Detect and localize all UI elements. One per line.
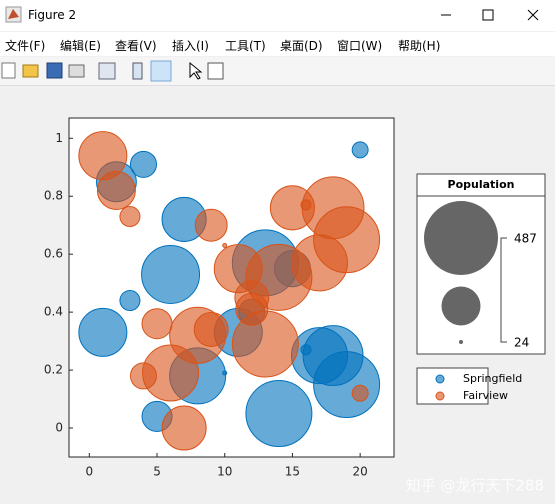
- size-legend-title: Population: [448, 178, 515, 191]
- chart: Population 0 5 10 15 20 0 0.2 0.4 0.6 0.8 1 487 24 Sp…: [44, 117, 546, 495]
- bubble: [141, 308, 173, 340]
- select-button[interactable]: [189, 61, 203, 80]
- bubble: [141, 244, 201, 304]
- bubble: [351, 141, 369, 159]
- close[interactable]: [527, 9, 539, 21]
- window-title: Figure 2: [28, 8, 77, 22]
- bubble: [300, 344, 312, 356]
- x-tick-label: 0: [85, 465, 93, 479]
- bubble: [231, 310, 299, 378]
- save-button[interactable]: [46, 62, 63, 79]
- x-tick-label: 15: [285, 465, 300, 479]
- open-button[interactable]: [22, 64, 39, 78]
- x-tick-label: 20: [353, 465, 368, 479]
- new-button[interactable]: [1, 62, 16, 79]
- axes-box: [68, 117, 395, 458]
- bubble: [129, 150, 158, 178]
- size-legend-bubble-mid: [441, 286, 481, 326]
- app-icon-shape: [8, 9, 19, 19]
- bubble: [119, 205, 141, 228]
- menu-item[interactable]: 插入(I): [172, 39, 209, 53]
- bubble: [161, 405, 207, 451]
- bubble: [222, 370, 228, 376]
- legend-marker: [435, 391, 445, 401]
- x-tick-label: 5: [153, 465, 161, 479]
- y-tick-label: 1: [55, 131, 63, 145]
- menu-item[interactable]: 窗口(W): [337, 39, 383, 53]
- toolbar-icons: [1, 60, 224, 82]
- bubble: [119, 290, 141, 312]
- y-tick-label: 0.2: [44, 363, 63, 377]
- bubble: [129, 362, 158, 390]
- property-button[interactable]: [207, 62, 224, 80]
- bubble: [194, 208, 228, 242]
- bubble: [222, 242, 228, 248]
- size-legend-bracket: [500, 237, 507, 343]
- legend-label: Springfield: [463, 372, 522, 385]
- menu-item[interactable]: 工具(T): [225, 39, 266, 53]
- bubble: [300, 199, 312, 211]
- legend-box: [416, 367, 489, 405]
- legend-label: Fairview: [463, 389, 508, 402]
- legend-marker: [435, 374, 445, 384]
- watermark: 知乎 @龙行天下288: [406, 477, 544, 495]
- bubble: [78, 307, 128, 357]
- y-tick-label: 0.6: [44, 247, 63, 261]
- menu-item[interactable]: 编辑(E): [60, 39, 101, 53]
- title-icons: [5, 6, 539, 23]
- bubble: [193, 312, 229, 347]
- bubble: [313, 351, 381, 419]
- bubble: [351, 384, 369, 402]
- y-tick-label: 0: [55, 421, 63, 435]
- maximize[interactable]: [482, 9, 494, 21]
- bubble: [245, 380, 313, 448]
- legend-button[interactable]: [150, 60, 172, 82]
- menu-item[interactable]: 文件(F): [5, 39, 46, 53]
- size-legend-bubble: [424, 201, 498, 275]
- bubble: [96, 170, 136, 210]
- print-button[interactable]: [68, 64, 85, 78]
- bubble: [313, 206, 381, 274]
- y-tick-label: 0.4: [44, 305, 63, 319]
- size-legend-bubble: [459, 340, 463, 344]
- link-button[interactable]: [98, 62, 116, 80]
- size-legend-label: 24: [514, 336, 529, 350]
- menu-item[interactable]: 查看(V): [115, 39, 157, 53]
- menu-item[interactable]: 帮助(H): [398, 39, 441, 53]
- menu-item[interactable]: 桌面(D): [280, 39, 323, 53]
- toolbar: [0, 57, 555, 86]
- y-tick-label: 0.8: [44, 189, 63, 203]
- title-bar: Figure 2: [0, 0, 555, 31]
- x-tick-label: 10: [217, 465, 232, 479]
- size-legend-label: 487: [514, 232, 537, 246]
- colorbar-button[interactable]: [132, 62, 143, 80]
- menu-bar: 文件(F) 编辑(E) 查看(V) 插入(I) 工具(T) 桌面(D) 窗口(W…: [0, 32, 555, 56]
